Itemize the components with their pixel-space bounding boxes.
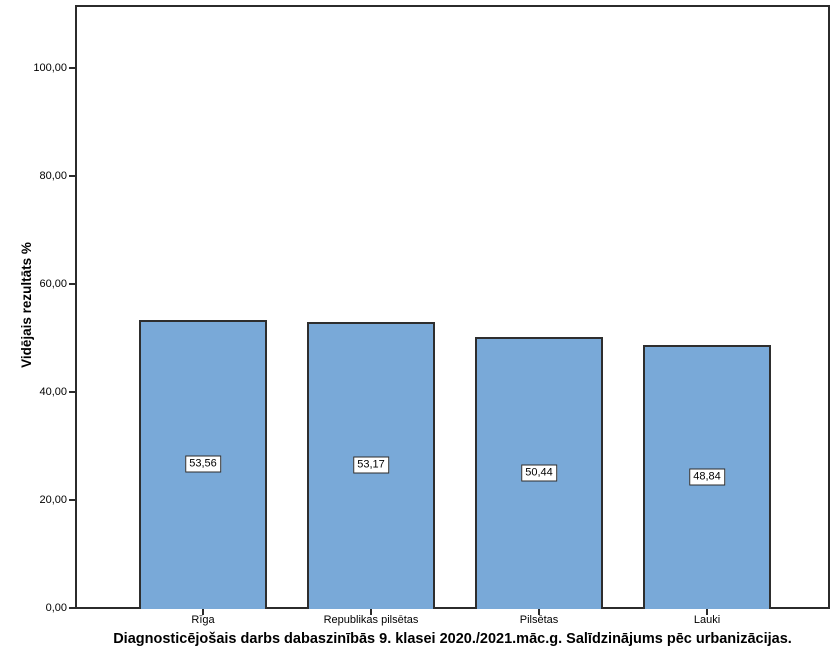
bar-value-label: 53,56 (185, 455, 221, 473)
y-tick-mark (69, 282, 75, 285)
y-tick-mark (69, 174, 75, 177)
x-category-label: Republikas pilsētas (323, 614, 419, 626)
y-tick-label: 80,00 (39, 169, 67, 182)
x-category-label: Rīga (191, 614, 215, 626)
bar-value-label: 48,84 (689, 468, 725, 486)
bars-layer: 53,56 53,17 50,44 48,84 (75, 5, 830, 609)
y-tick-mark (69, 498, 75, 501)
y-tick-label: 0,00 (45, 602, 67, 614)
y-tick-mark (69, 390, 75, 393)
x-tick-mark (202, 609, 204, 615)
x-tick-mark (538, 609, 540, 615)
bar-value-label: 53,17 (353, 456, 389, 474)
y-tick-label: 40,00 (39, 385, 67, 398)
x-category-label: Pilsētas (519, 614, 559, 626)
x-category-label: Lauki (693, 614, 721, 626)
y-tick-mark (69, 66, 75, 69)
x-tick-mark (706, 609, 708, 615)
bar-value-label: 50,44 (521, 464, 557, 482)
y-tick-label: 100,00 (33, 61, 67, 74)
y-axis-title: Vidējais rezultāts % (19, 242, 34, 368)
x-tick-mark (370, 609, 372, 615)
y-tick-label: 20,00 (39, 493, 67, 506)
y-tick-label: 60,00 (39, 277, 67, 290)
y-tick-mark (69, 607, 75, 609)
chart-caption: Diagnosticējošais darbs dabaszinībās 9. … (113, 631, 792, 647)
